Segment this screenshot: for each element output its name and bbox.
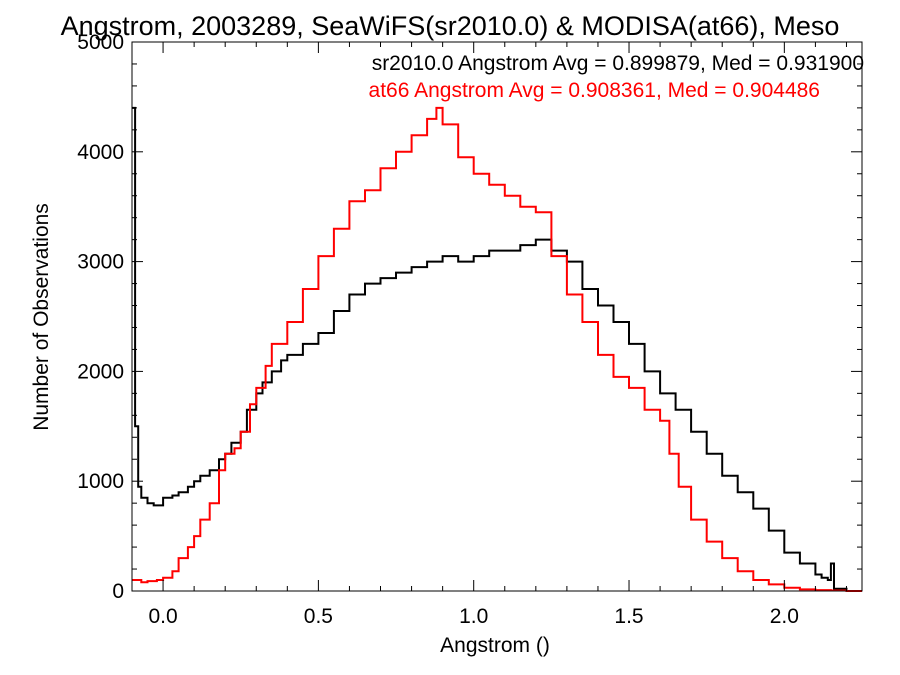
y-tick-label: 5000	[77, 31, 124, 54]
y-axis-label: Number of Observations	[30, 203, 53, 431]
y-tick-label: 2000	[77, 360, 124, 383]
y-tick-label: 3000	[77, 251, 124, 274]
sr2010-stats-annotation: sr2010.0 Angstrom Avg = 0.899879, Med = …	[372, 52, 864, 75]
x-tick-label: 0.0	[148, 605, 177, 628]
series-layer	[132, 106, 862, 592]
chart-title: Angstrom, 2003289, SeaWiFS(sr2010.0) & M…	[61, 11, 840, 41]
x-tick-label: 1.0	[459, 605, 488, 628]
at66-stats-annotation: at66 Angstrom Avg = 0.908361, Med = 0.90…	[369, 79, 820, 102]
x-tick-label: 0.5	[304, 605, 333, 628]
y-tick-label: 0	[112, 580, 124, 603]
y-tick-label: 1000	[77, 470, 124, 493]
x-tick-label: 1.5	[614, 605, 643, 628]
plot-frame	[131, 41, 863, 592]
axis-ticks: 0.0 0.5 1.0 1.5 2.0 0 1000 2000 3000 4000 5000	[77, 31, 862, 628]
x-tick-label: 2.0	[770, 605, 799, 628]
series-line-sr2010	[132, 106, 862, 592]
series-line-at66	[132, 106, 862, 592]
y-tick-label: 4000	[77, 141, 124, 164]
x-axis-label: Angstrom ()	[440, 634, 550, 657]
